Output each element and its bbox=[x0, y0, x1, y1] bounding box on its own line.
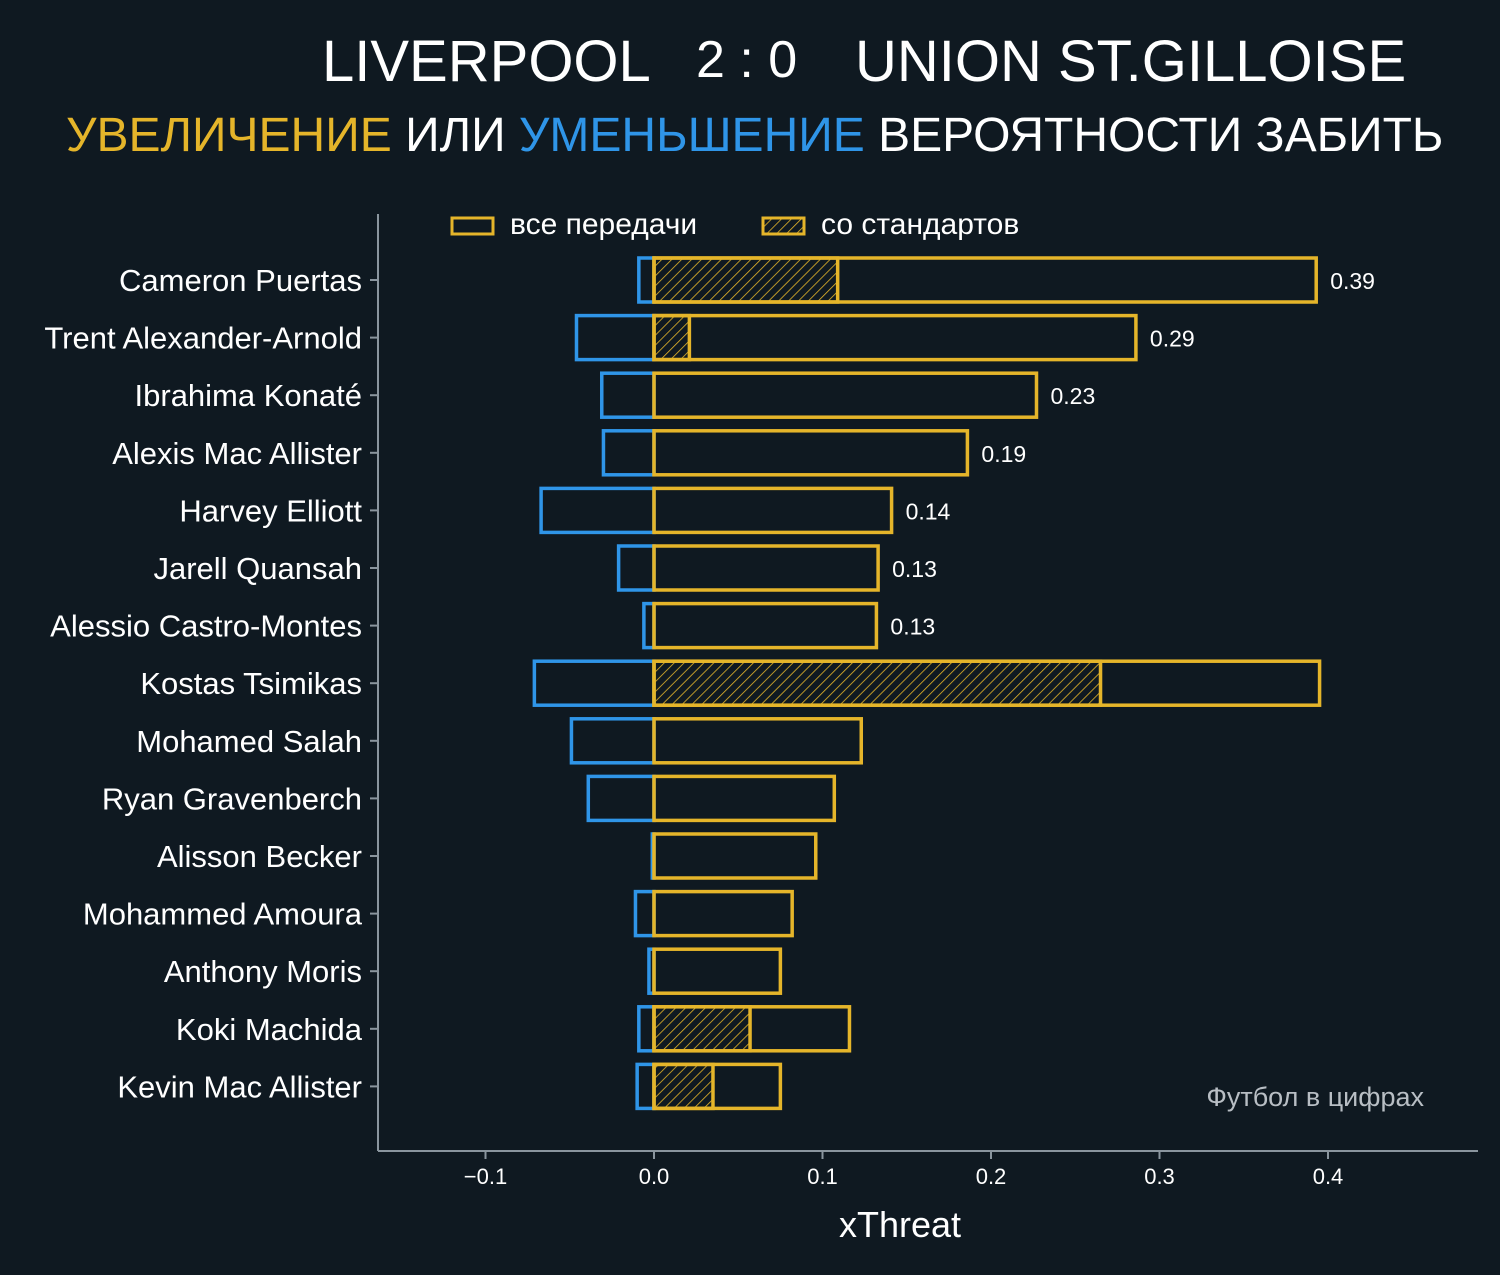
set-piece-bar bbox=[652, 256, 840, 304]
y-tick-label: Cameron Puertas bbox=[119, 263, 362, 298]
decrease-bar bbox=[532, 659, 656, 707]
value-label: 0.13 bbox=[890, 614, 935, 640]
all-passes-bar bbox=[652, 717, 864, 765]
match-score: 2 : 0 bbox=[696, 31, 798, 89]
decrease-bar bbox=[637, 256, 656, 304]
set-piece-bar bbox=[652, 1062, 715, 1111]
decrease-bar bbox=[633, 889, 656, 938]
all-passes-bar bbox=[652, 889, 794, 938]
all-passes-bar bbox=[652, 371, 1039, 419]
legend-label: все передачи bbox=[510, 208, 697, 241]
all-passes-bar bbox=[652, 429, 970, 477]
all-passes-bar bbox=[652, 659, 1322, 707]
y-tick-label: Kevin Mac Allister bbox=[117, 1069, 362, 1104]
watermark-text: Футбол в цифрах bbox=[1206, 1082, 1424, 1112]
x-tick-label: 0.1 bbox=[807, 1164, 838, 1189]
y-tick-label: Alessio Castro-Montes bbox=[50, 609, 362, 644]
x-tick-label: 0.3 bbox=[1144, 1164, 1175, 1189]
decrease-bar bbox=[616, 544, 656, 592]
y-tick-label: Mohammed Amoura bbox=[83, 897, 363, 932]
y-tick-label: Ryan Gravenberch bbox=[102, 781, 362, 816]
y-tick-label: Anthony Moris bbox=[164, 954, 362, 989]
value-label: 0.39 bbox=[1330, 268, 1375, 294]
away-team-name: UNION ST.GILLOISE bbox=[855, 29, 1407, 94]
subtitle-rest: ВЕРОЯТНОСТИ ЗАБИТЬ bbox=[878, 109, 1444, 162]
y-tick-label: Jarell Quansah bbox=[153, 551, 362, 586]
decrease-bar bbox=[601, 429, 656, 477]
all-passes-bar bbox=[652, 256, 1318, 304]
decrease-bar bbox=[539, 486, 656, 535]
y-tick-label: Alisson Becker bbox=[157, 839, 362, 874]
y-tick-label: Koki Machida bbox=[176, 1012, 363, 1047]
x-tick-label: 0.2 bbox=[976, 1164, 1007, 1189]
decrease-bar bbox=[637, 1005, 656, 1053]
y-tick-label: Trent Alexander-Arnold bbox=[44, 321, 362, 356]
all-passes-bar bbox=[652, 832, 818, 880]
home-team-name: LIVERPOOL bbox=[322, 29, 651, 94]
x-axis-label: xThreat bbox=[839, 1204, 961, 1245]
y-tick-label: Harvey Elliott bbox=[179, 493, 362, 528]
decrease-bar bbox=[600, 371, 656, 419]
value-label: 0.19 bbox=[981, 441, 1026, 467]
all-passes-bar bbox=[652, 544, 880, 592]
subtitle-or: ИЛИ bbox=[405, 109, 506, 162]
y-tick-label: Ibrahima Konaté bbox=[135, 378, 362, 413]
set-piece-bar bbox=[652, 313, 692, 362]
all-passes-bar bbox=[652, 1062, 783, 1111]
chart-subtitle: УВЕЛИЧЕНИЕ ИЛИ УМЕНЬШЕНИЕ ВЕРОЯТНОСТИ ЗА… bbox=[66, 108, 1466, 163]
set-piece-bar bbox=[652, 1005, 752, 1053]
decrease-bar bbox=[569, 717, 656, 765]
x-tick-label: −0.1 bbox=[464, 1164, 507, 1189]
subtitle-increase: УВЕЛИЧЕНИЕ bbox=[66, 109, 392, 162]
value-label: 0.29 bbox=[1150, 326, 1195, 352]
all-passes-bar bbox=[652, 486, 894, 535]
value-label: 0.13 bbox=[892, 556, 937, 582]
all-passes-bar bbox=[652, 947, 783, 995]
all-passes-bar bbox=[652, 1005, 852, 1053]
chart-legend: все передачи со стандартов bbox=[450, 208, 1019, 241]
subtitle-decrease: УМЕНЬШЕНИЕ bbox=[518, 109, 865, 162]
y-tick-label: Alexis Mac Allister bbox=[112, 436, 362, 471]
legend-hatched-swatch bbox=[761, 216, 806, 236]
x-tick-label: 0.0 bbox=[639, 1164, 670, 1189]
legend-label: со стандартов bbox=[821, 208, 1019, 241]
value-label: 0.14 bbox=[906, 498, 951, 524]
decrease-bar bbox=[574, 313, 656, 362]
decrease-bar bbox=[586, 774, 656, 823]
all-passes-bar bbox=[652, 313, 1138, 362]
all-passes-bar bbox=[652, 601, 879, 650]
y-tick-label: Mohamed Salah bbox=[136, 724, 362, 759]
x-tick-label: 0.4 bbox=[1313, 1164, 1344, 1189]
decrease-bar bbox=[635, 1062, 656, 1111]
set-piece-bar bbox=[652, 659, 1103, 707]
y-tick-label: Kostas Tsimikas bbox=[140, 666, 362, 701]
legend-outline-swatch bbox=[450, 216, 495, 236]
value-label: 0.23 bbox=[1050, 383, 1095, 409]
all-passes-bar bbox=[652, 774, 837, 823]
